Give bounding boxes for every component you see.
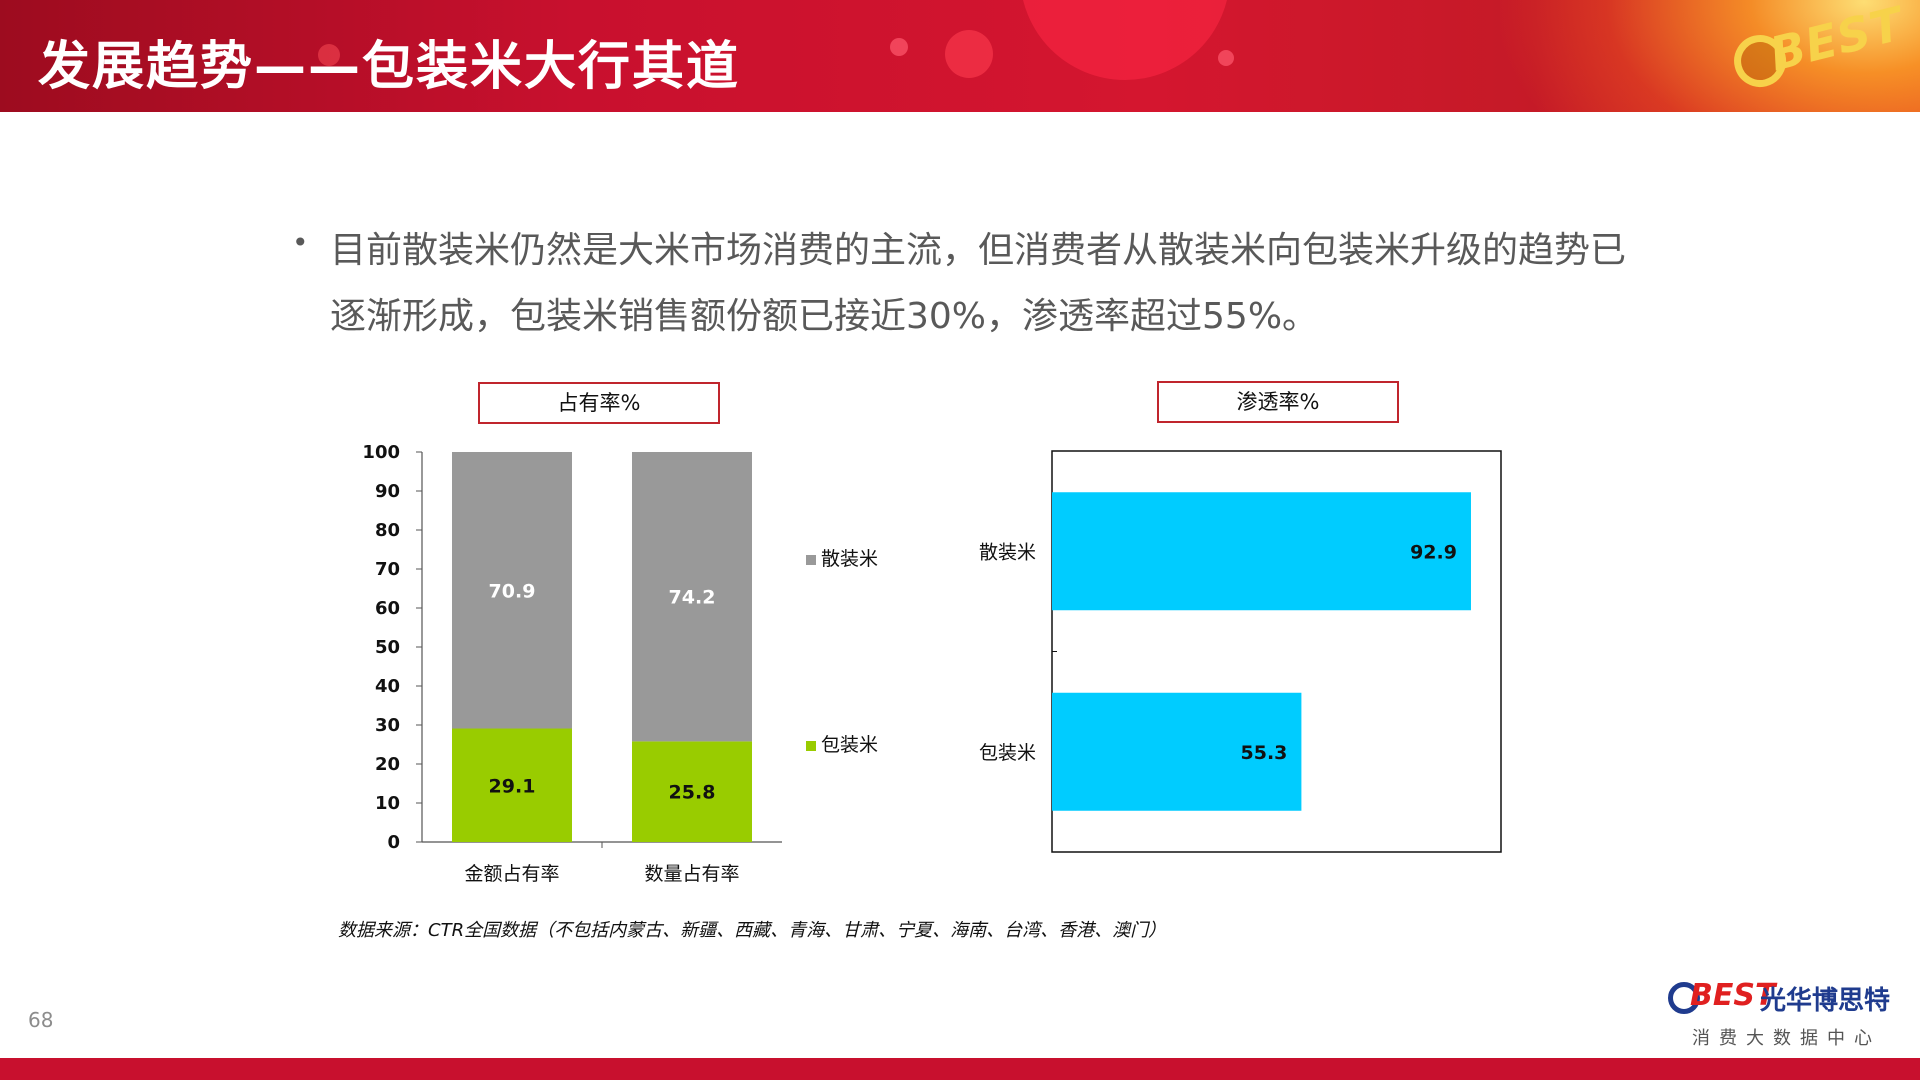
penetration-chart-title: 渗透率% (1157, 381, 1399, 423)
data-label: 29.1 (489, 775, 536, 797)
y-tick-label: 70 (375, 559, 400, 580)
share-chart-title: 占有率% (478, 382, 720, 424)
penetration-bar-chart: 92.9 散装米 55.3 包装米 (979, 450, 1502, 853)
legend-item-bulk: 散装米 (806, 544, 878, 571)
page-title: 发展趋势——包装米大行其道 (38, 37, 741, 97)
bar-segment (632, 741, 752, 842)
y-tick-label: 100 (362, 442, 400, 463)
y-tick-label: 散装米 (979, 541, 1036, 563)
y-tick-label: 60 (375, 598, 400, 619)
legend-label-bulk: 散装米 (821, 548, 879, 570)
bullet-dot: • (292, 226, 309, 259)
y-tick-label: 30 (375, 715, 400, 736)
x-tick-label: 金额占有率 (464, 863, 559, 885)
bar-segment (632, 452, 752, 742)
y-tick-label: 0 (387, 832, 400, 853)
bar (1052, 692, 1302, 811)
legend-swatch-bulk (806, 554, 816, 565)
brand-name: 光华博思特 (1760, 986, 1891, 1016)
y-tick-label: 包装米 (979, 742, 1036, 764)
data-label: 74.2 (669, 587, 716, 609)
legend-swatch-packaged (806, 740, 816, 751)
data-label: 25.8 (669, 782, 716, 804)
y-tick-label: 20 (375, 754, 400, 775)
y-tick-label: 40 (375, 676, 400, 697)
brand-logo-text: BEST (1690, 978, 1776, 1013)
legend-item-packaged: 包装米 (806, 730, 878, 757)
brand-subtitle: 消费大数据中心 (1692, 1028, 1881, 1049)
footer-bar (0, 1058, 1920, 1080)
y-tick-label: 80 (375, 520, 400, 541)
y-tick-label: 50 (375, 637, 400, 658)
bar (1052, 492, 1471, 611)
y-tick-label: 10 (375, 793, 400, 814)
page-number: 68 (28, 1008, 54, 1032)
share-stacked-bar-chart: 0 10 20 30 40 50 60 70 80 90 100 29.1 70.9 金额占有率 25.8 7… (362, 442, 782, 885)
bar-segment (452, 452, 572, 729)
x-tick-label: 数量占有率 (644, 863, 739, 885)
bar-segment (452, 728, 572, 842)
data-label: 92.9 (1410, 541, 1457, 563)
y-tick-label: 90 (375, 481, 400, 502)
bullet-text: 目前散装米仍然是大米市场消费的主流，但消费者从散装米向包装米升级的趋势已逐渐形成… (330, 230, 1627, 337)
legend-label-packaged: 包装米 (821, 734, 879, 756)
brand-b-icon (1668, 982, 1700, 1014)
data-label: 55.3 (1241, 742, 1288, 764)
data-label: 70.9 (489, 580, 536, 602)
brand-logo: BEST 光华博思特 消费大数据中心 (1668, 978, 1908, 1052)
source-note: 数据来源：CTR全国数据（不包括内蒙古、新疆、西藏、青海、甘肃、宁夏、海南、台湾… (338, 920, 1167, 941)
header-banner: 发展趋势——包装米大行其道 BEST (0, 0, 1920, 112)
